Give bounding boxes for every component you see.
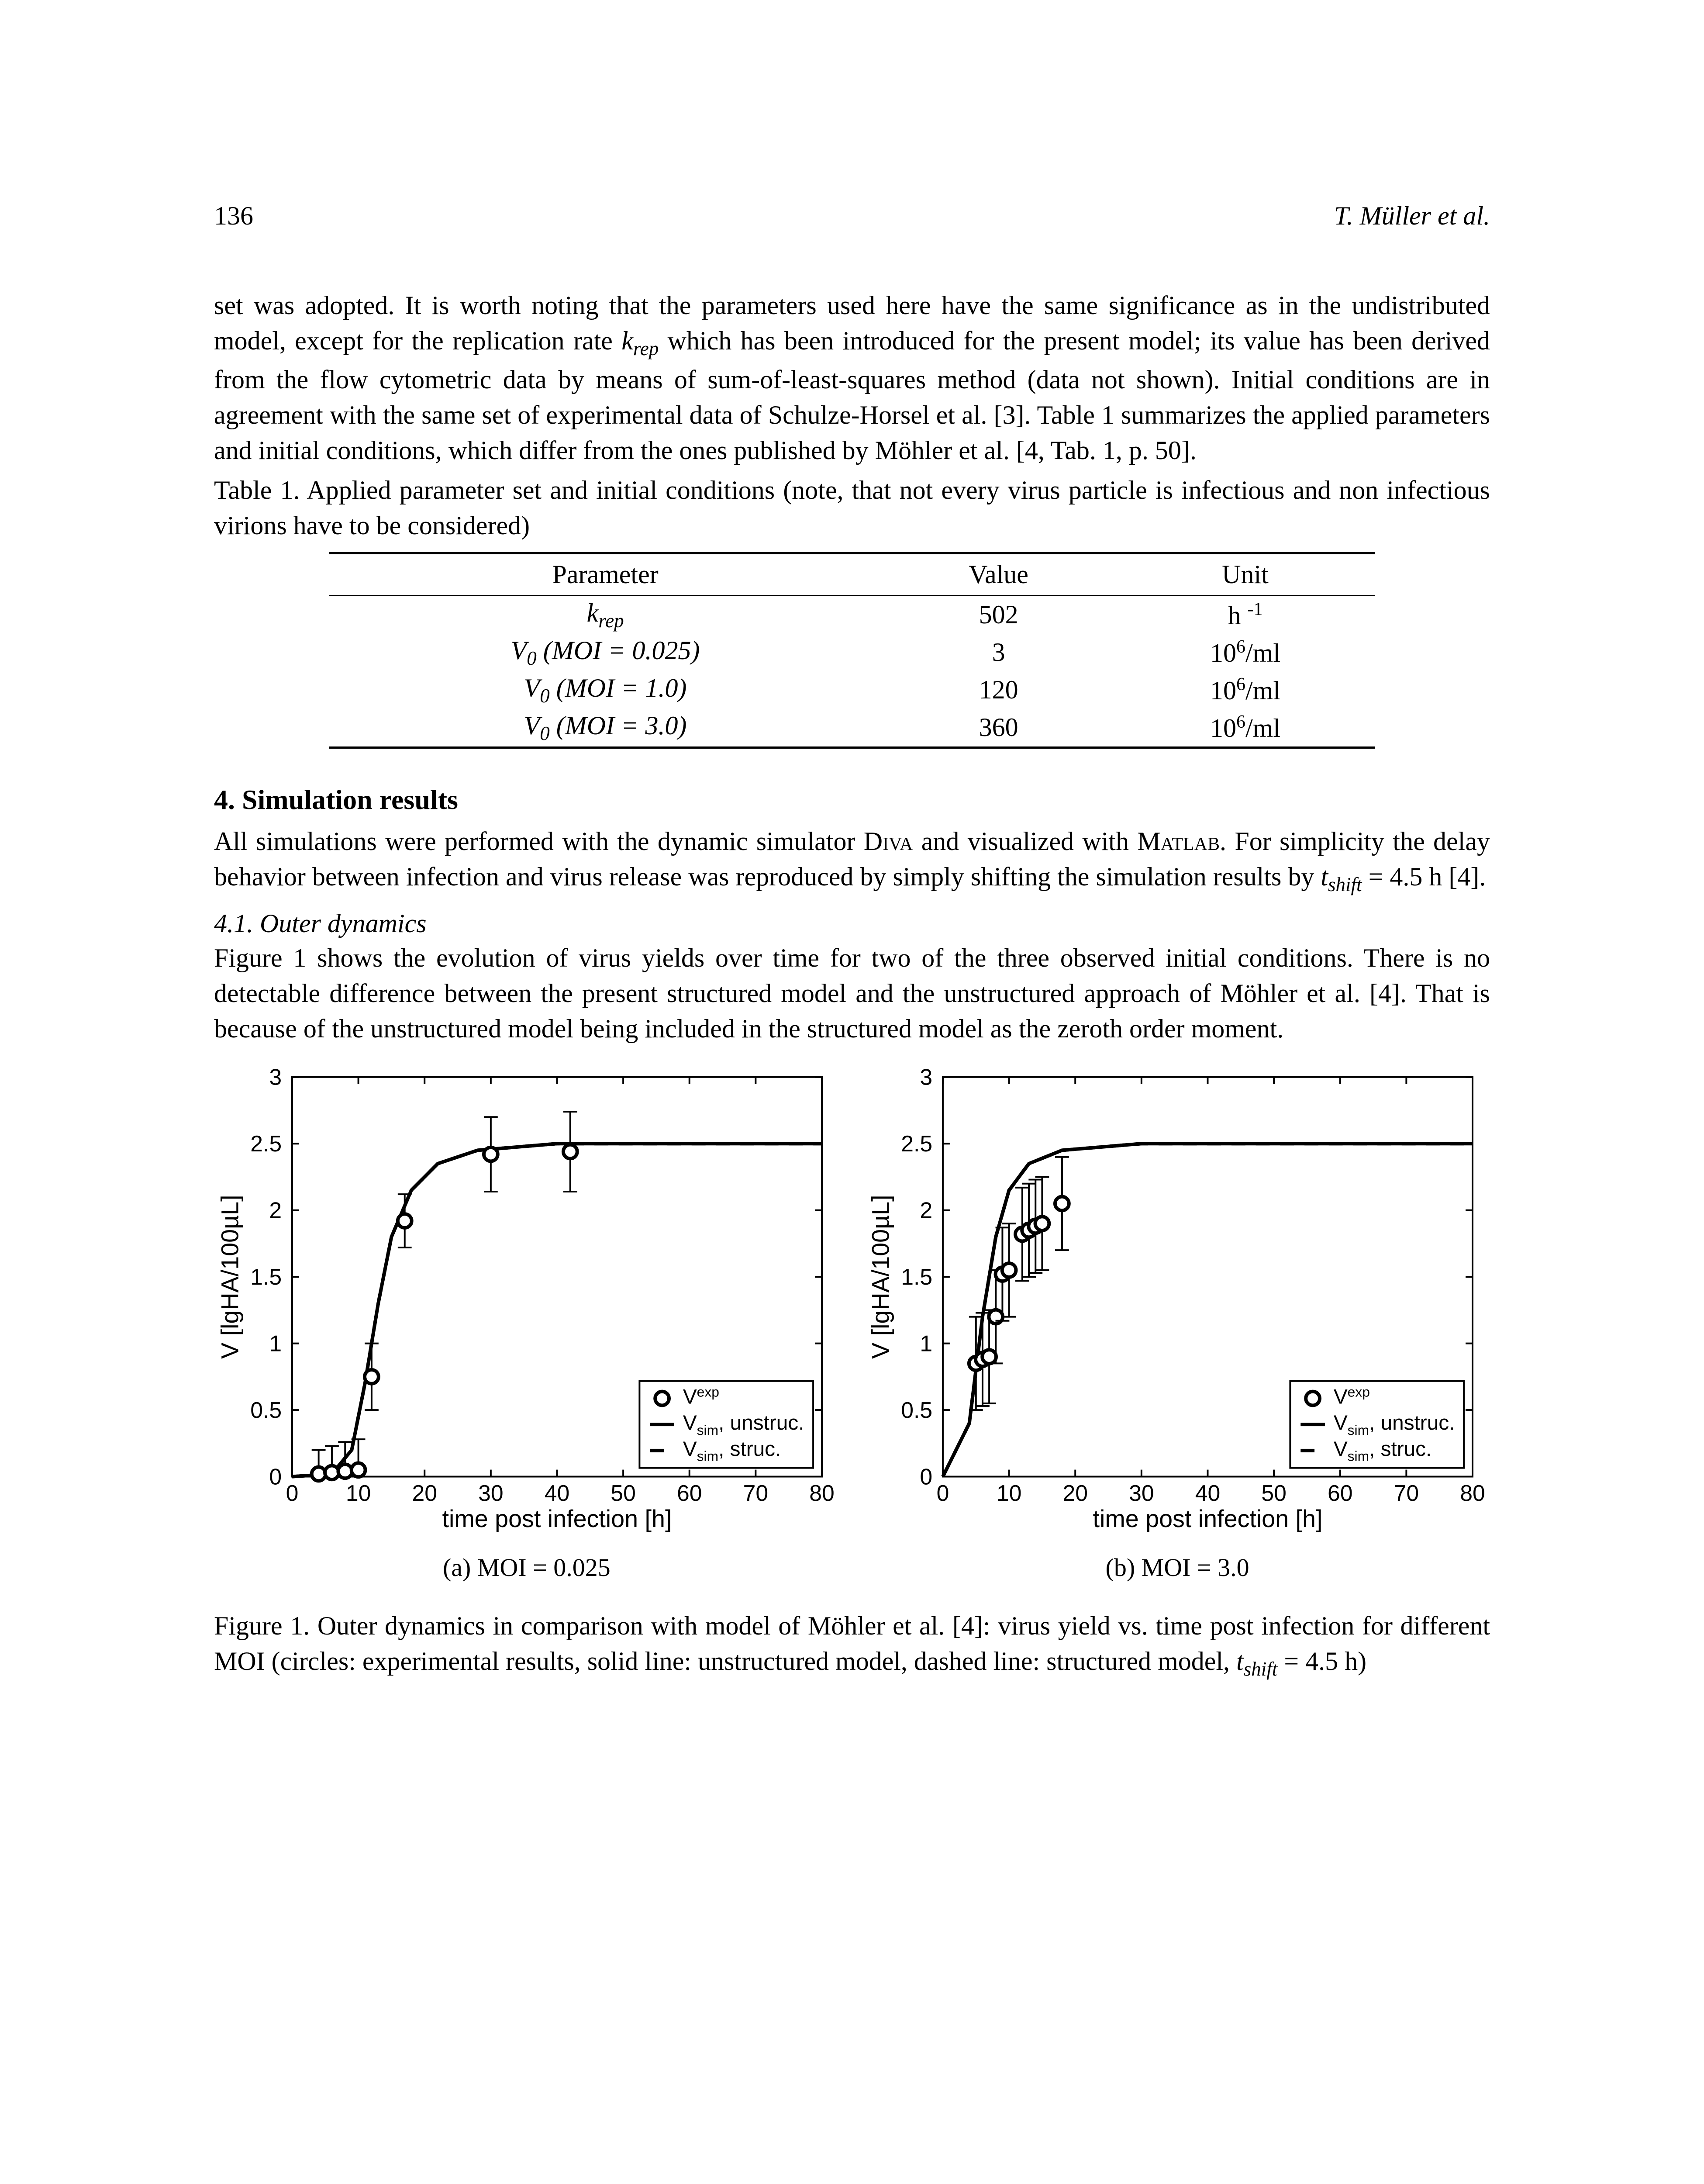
svg-text:0.5: 0.5 <box>250 1397 282 1422</box>
svg-text:3: 3 <box>920 1064 933 1089</box>
cell-unit: 106/ml <box>1115 709 1375 748</box>
running-head: T. Müller et al. <box>1334 201 1490 231</box>
table-row: V0 (MOI = 1.0)120106/ml <box>329 671 1375 709</box>
cell-parameter: V0 (MOI = 1.0) <box>329 671 882 709</box>
svg-text:50: 50 <box>611 1480 636 1506</box>
svg-text:3: 3 <box>269 1064 282 1089</box>
svg-text:1.5: 1.5 <box>901 1264 932 1289</box>
cell-unit: h -1 <box>1115 595 1375 634</box>
table-header-row: Parameter Value Unit <box>329 553 1375 595</box>
cell-parameter: V0 (MOI = 3.0) <box>329 709 882 748</box>
svg-text:time post infection [h]: time post infection [h] <box>1093 1505 1323 1532</box>
svg-text:60: 60 <box>677 1480 702 1506</box>
figure-1: 0102030405060708000.511.522.53time post … <box>214 1060 1490 1583</box>
col-parameter: Parameter <box>329 553 882 595</box>
svg-text:10: 10 <box>997 1480 1022 1506</box>
svg-text:1.5: 1.5 <box>250 1264 282 1289</box>
svg-text:1: 1 <box>269 1330 282 1356</box>
svg-text:10: 10 <box>346 1480 371 1506</box>
svg-text:40: 40 <box>545 1480 570 1506</box>
svg-text:80: 80 <box>809 1480 835 1506</box>
svg-text:0: 0 <box>286 1480 299 1506</box>
figure-1b-wrap: 0 10 20 30 40 50 60 70 80 0 0.5 1 1.5 2 2.5 3 time post … <box>865 1060 1490 1583</box>
col-unit: Unit <box>1115 553 1375 595</box>
cell-value: 3 <box>882 634 1115 671</box>
svg-text:2: 2 <box>269 1197 282 1223</box>
figure-1a-chart: 0 10 20 30 40 50 60 70 80 0 0.5 1 1.5 2 2.5 3 time post … <box>214 1060 839 1546</box>
table-row: V0 (MOI = 0.025)3106/ml <box>329 634 1375 671</box>
svg-text:2.5: 2.5 <box>901 1131 932 1156</box>
svg-text:30: 30 <box>478 1480 504 1506</box>
svg-text:0: 0 <box>937 1480 949 1506</box>
svg-text:time post infection [h]: time post infection [h] <box>442 1505 672 1532</box>
figure-1b-chart: 0 10 20 30 40 50 60 70 80 0 0.5 1 1.5 2 2.5 3 time post … <box>865 1060 1490 1546</box>
table-row: V0 (MOI = 3.0)360106/ml <box>329 709 1375 748</box>
svg-text:0.5: 0.5 <box>901 1397 932 1422</box>
svg-text:V [lgHA/100µL]: V [lgHA/100µL] <box>217 1195 244 1359</box>
page-number: 136 <box>214 201 253 231</box>
svg-text:40: 40 <box>1195 1480 1221 1506</box>
svg-text:50: 50 <box>1262 1480 1287 1506</box>
cell-value: 360 <box>882 709 1115 748</box>
svg-text:0: 0 <box>269 1464 282 1489</box>
svg-text:V [lgHA/100µL]: V [lgHA/100µL] <box>867 1195 894 1359</box>
figure-1a-wrap: 0 10 20 30 40 50 60 70 80 0 0.5 1 1.5 2 2.5 3 time post … <box>214 1060 839 1583</box>
cell-unit: 106/ml <box>1115 671 1375 709</box>
cell-value: 502 <box>882 595 1115 634</box>
cell-parameter: V0 (MOI = 0.025) <box>329 634 882 671</box>
table-1-caption: Table 1. Applied parameter set and initi… <box>214 473 1490 543</box>
svg-text:70: 70 <box>1394 1480 1419 1506</box>
section-4-title: 4. Simulation results <box>214 784 1490 816</box>
subsection-4-1-title: 4.1. Outer dynamics <box>214 909 1490 939</box>
svg-text:1: 1 <box>920 1330 933 1356</box>
paragraph-3: Figure 1 shows the evolution of virus yi… <box>214 940 1490 1047</box>
paragraph-1: set was adopted. It is worth noting that… <box>214 288 1490 468</box>
cell-parameter: krep <box>329 595 882 634</box>
paragraph-2: All simulations were performed with the … <box>214 824 1490 898</box>
svg-text:2.5: 2.5 <box>250 1131 282 1156</box>
figure-1a-caption: (a) MOI = 0.025 <box>214 1553 839 1582</box>
svg-text:70: 70 <box>743 1480 769 1506</box>
svg-text:2: 2 <box>920 1197 933 1223</box>
table-1: Parameter Value Unit krep502h -1V0 (MOI … <box>329 552 1375 749</box>
page-header: 136 T. Müller et al. <box>214 201 1490 231</box>
table-row: krep502h -1 <box>329 595 1375 634</box>
svg-text:60: 60 <box>1328 1480 1353 1506</box>
figure-1b-caption: (b) MOI = 3.0 <box>865 1553 1490 1582</box>
cell-unit: 106/ml <box>1115 634 1375 671</box>
figure-1-caption: Figure 1. Outer dynamics in comparison w… <box>214 1608 1490 1683</box>
col-value: Value <box>882 553 1115 595</box>
cell-value: 120 <box>882 671 1115 709</box>
svg-text:20: 20 <box>1063 1480 1088 1506</box>
svg-text:0: 0 <box>920 1464 933 1489</box>
svg-text:80: 80 <box>1460 1480 1485 1506</box>
svg-text:20: 20 <box>412 1480 437 1506</box>
svg-text:30: 30 <box>1129 1480 1154 1506</box>
